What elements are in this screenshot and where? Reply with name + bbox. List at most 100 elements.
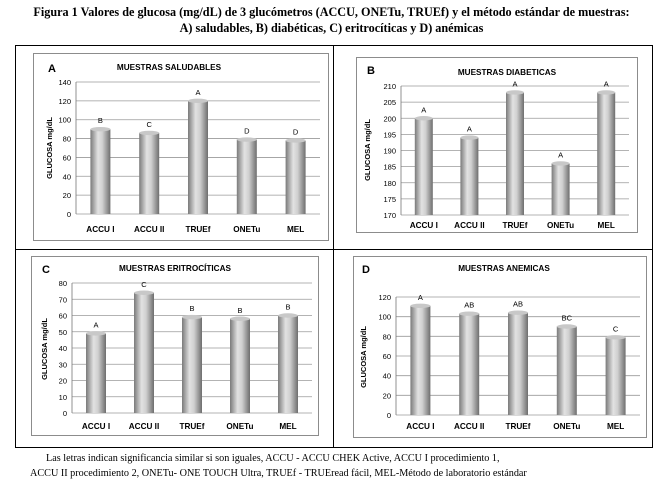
bar-top-c: [278, 313, 298, 318]
significance-letter-c: B: [285, 303, 290, 312]
category-label-c: MEL: [279, 422, 296, 431]
bar-d: [410, 305, 431, 415]
figure-frame: [15, 45, 653, 448]
category-label-a: MEL: [287, 225, 304, 234]
y-tick-label-c: 30: [59, 360, 67, 369]
bar-b: [506, 92, 524, 215]
bar-a: [236, 139, 257, 214]
y-axis-label-a: GLUCOSA mg/dL: [45, 117, 54, 179]
chart-title-c: MUESTRAS ERITROCÍTICAS: [119, 263, 231, 273]
y-tick-label-c: 60: [59, 312, 67, 321]
bar-top-d: [508, 310, 528, 315]
significance-letter-a: D: [244, 127, 250, 136]
category-label-d: MEL: [607, 422, 624, 431]
y-tick-label-a: 120: [58, 97, 71, 106]
bar-d: [556, 326, 577, 415]
panel-letter-a: A: [48, 63, 56, 75]
significance-letter-d: AB: [464, 301, 474, 310]
bar-d: [508, 312, 528, 415]
chart-title-b: MUESTRAS DIABETICAS: [458, 68, 557, 77]
bar-c: [278, 315, 298, 413]
significance-letter-b: A: [467, 125, 472, 134]
bar-top-a: [90, 126, 111, 132]
significance-letter-b: A: [604, 79, 609, 88]
y-tick-label-b: 180: [383, 179, 396, 188]
significance-letter-d: AB: [513, 300, 523, 309]
chart-title-d: MUESTRAS ANEMICAS: [458, 264, 550, 273]
bar-c: [134, 292, 154, 413]
y-tick-label-a: 80: [63, 135, 71, 144]
significance-letter-d: A: [418, 293, 423, 302]
bar-top-b: [414, 116, 433, 121]
y-tick-label-a: 100: [58, 116, 71, 125]
figure-title-line1: Figura 1 Valores de glucosa (mg/dL) de 3…: [33, 5, 630, 19]
y-tick-label-c: 70: [59, 295, 67, 304]
y-tick-label-b: 170: [383, 211, 396, 220]
category-label-c: TRUEf: [179, 422, 204, 431]
category-label-c: ACCU II: [129, 422, 159, 431]
y-tick-label-d: 40: [383, 372, 391, 381]
y-tick-label-b: 190: [383, 147, 396, 156]
chart-panel-c: 0 10 20 30 40 50 60 70 80 A ACCU I C ACCU II B TRUEf B O…: [31, 256, 319, 436]
category-label-a: TRUEf: [185, 225, 210, 234]
y-tick-label-b: 175: [383, 195, 396, 204]
bar-top-d: [459, 311, 480, 316]
y-tick-label-d: 80: [383, 332, 391, 341]
category-label-d: ACCU II: [454, 422, 484, 431]
bar-top-d: [410, 303, 431, 309]
bar-a: [139, 132, 160, 214]
frame-divider-horizontal: [15, 249, 653, 250]
bar-top-b: [506, 90, 524, 95]
chart-panel-a: 0 20 40 60 80 100 120 140 B ACCU I C ACCU II A TRUEf D…: [33, 53, 329, 241]
significance-letter-a: D: [293, 127, 299, 136]
significance-letter-c: A: [93, 320, 98, 329]
bar-top-c: [134, 290, 154, 295]
significance-letter-c: C: [141, 280, 147, 289]
y-tick-label-b: 205: [383, 98, 396, 107]
significance-letter-a: B: [98, 116, 103, 125]
footnote-line1: Las letras indican significancia similar…: [46, 453, 500, 464]
footnote-line2: ACCU II procedimiento 2, ONETu- ONE TOUC…: [30, 468, 527, 479]
bar-top-a: [188, 98, 208, 104]
bar-top-d: [605, 335, 626, 340]
y-tick-label-d: 60: [383, 352, 391, 361]
y-tick-label-c: 10: [59, 393, 67, 402]
significance-letter-c: B: [237, 306, 242, 315]
bar-c: [86, 333, 106, 413]
bar-top-c: [86, 331, 106, 336]
bar-top-b: [551, 161, 570, 166]
y-tick-label-d: 120: [378, 293, 391, 302]
bar-top-b: [460, 135, 479, 140]
figure-title-line2: A) saludables, B) diabéticas, C) eritroc…: [179, 21, 484, 35]
y-tick-label-b: 210: [383, 82, 396, 91]
category-label-b: TRUEf: [502, 221, 527, 230]
significance-letter-c: B: [189, 304, 194, 313]
category-label-d: TRUEf: [505, 422, 530, 431]
y-axis-label-b: GLUCOSA mg/dL: [363, 119, 372, 181]
y-tick-label-d: 20: [383, 391, 391, 400]
significance-letter-d: C: [613, 324, 619, 333]
y-tick-label-b: 200: [383, 114, 396, 123]
category-label-c: ACCU I: [82, 422, 110, 431]
chart-svg-b: 170 175 180 185 190 195 200 205 210 A ACCU I A ACCU …: [363, 65, 629, 230]
panel-letter-b: B: [367, 65, 375, 77]
chart-svg-a: 0 20 40 60 80 100 120 140 B ACCU I C ACCU II A TRUEf D…: [45, 63, 320, 234]
category-label-c: ONETu: [226, 422, 253, 431]
bar-a: [90, 129, 111, 214]
bar-a: [188, 100, 208, 214]
panel-letter-c: C: [42, 264, 50, 276]
figure-title: Figura 1 Valores de glucosa (mg/dL) de 3…: [0, 4, 663, 36]
significance-letter-b: A: [558, 150, 563, 159]
figure-footnote: Las letras indican significancia similar…: [30, 451, 650, 481]
bar-top-b: [597, 90, 616, 95]
bar-top-c: [230, 316, 250, 321]
bar-b: [551, 163, 570, 215]
category-label-d: ONETu: [553, 422, 580, 431]
y-tick-label-c: 20: [59, 377, 67, 386]
y-tick-label-c: 80: [59, 279, 67, 288]
chart-svg-d: 0 20 40 60 80 100 120 A ACCU I AB ACCU II AB TRUEf BC…: [359, 264, 640, 431]
y-tick-label-a: 40: [63, 172, 71, 181]
y-axis-label-c: GLUCOSA mg/dL: [40, 318, 49, 380]
bar-d: [459, 313, 480, 415]
bar-top-a: [285, 138, 306, 143]
